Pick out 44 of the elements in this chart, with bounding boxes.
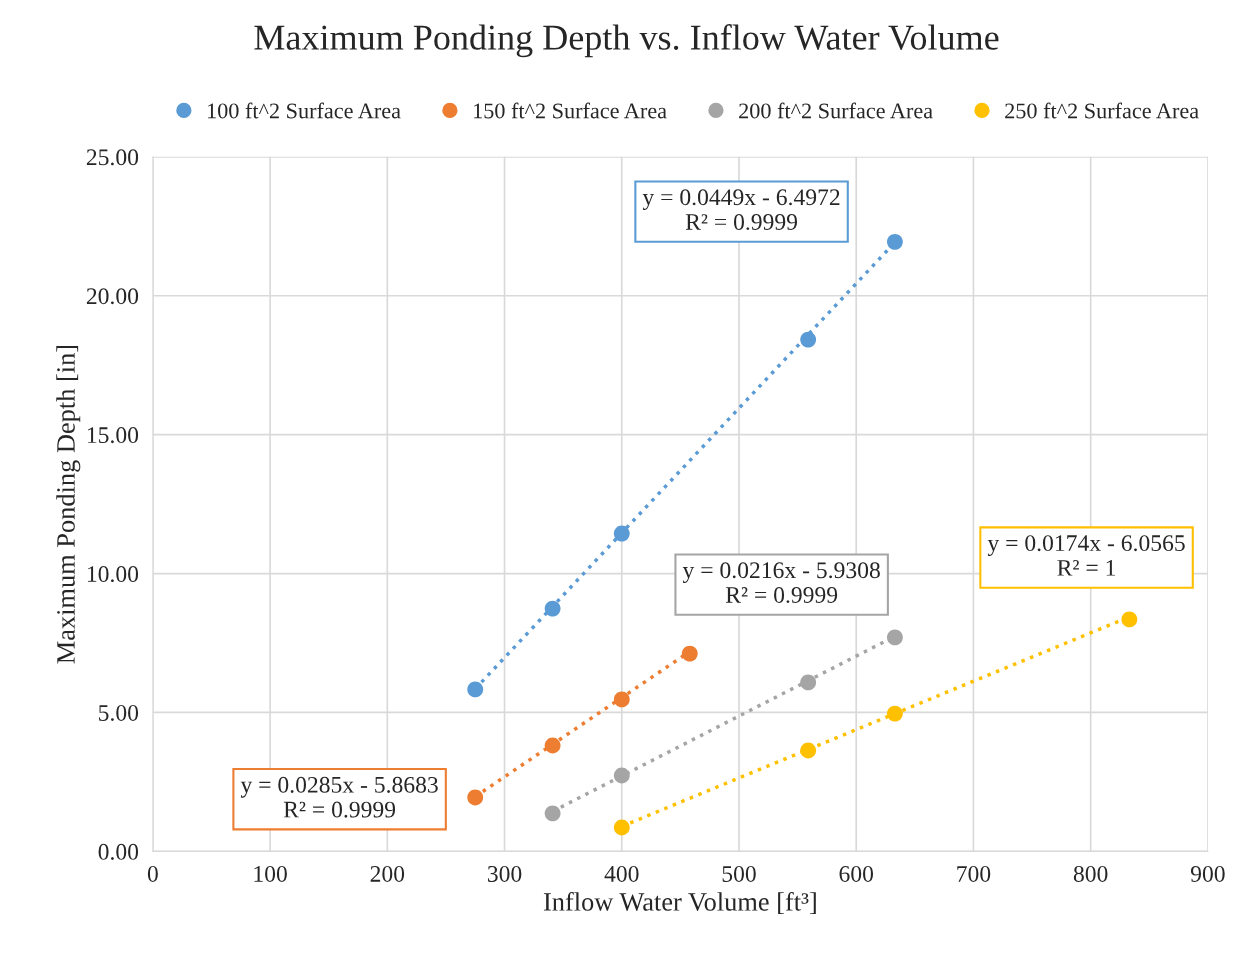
y-tick-label: 5.00 [99, 704, 139, 721]
legend-label: 150 ft^2 Surface Area [474, 102, 667, 119]
point [467, 681, 484, 698]
y-tick-label: 10.00 [87, 566, 139, 583]
legend-label: 100 ft^2 Surface Area [208, 102, 401, 119]
x-tick-label: 300 [487, 865, 522, 882]
x-axis-title: Inflow Water Volume [ft³] [543, 891, 816, 915]
y-tick-label: 20.00 [86, 288, 139, 305]
point [886, 233, 903, 250]
point [800, 331, 817, 348]
annotation: y = 0.0285x - 5.8683 R² = 0.9999 [240, 776, 438, 818]
y-axis-title: Maximum Ponding Depth [in] [56, 345, 81, 664]
point [886, 705, 903, 722]
legend-label: 250 ft^2 Surface Area [1005, 102, 1199, 119]
point [681, 645, 698, 662]
point [613, 767, 630, 784]
annotation: y = 0.0449x - 6.4972 R² = 0.9999 [642, 189, 840, 231]
point [544, 737, 561, 754]
x-tick-label: 400 [604, 865, 639, 882]
point [1121, 611, 1138, 628]
x-tick-label: 0 [147, 865, 158, 882]
point [544, 600, 561, 617]
chart-title: Maximum Ponding Depth vs. Inflow Water Volume [254, 24, 999, 58]
point [800, 674, 817, 691]
point [800, 742, 817, 759]
x-tick-label: 600 [839, 865, 874, 882]
x-tick-label: 900 [1190, 865, 1225, 882]
point [613, 525, 630, 542]
point [613, 819, 630, 836]
x-tick-label: 100 [254, 865, 287, 882]
x-tick-label: 200 [370, 865, 405, 882]
annotation: y = 0.0216x - 5.9308 R² = 0.9999 [682, 562, 880, 604]
point [544, 805, 561, 822]
y-tick-label: 0.00 [98, 843, 139, 860]
x-tick-label: 800 [1073, 865, 1108, 882]
point [886, 629, 903, 646]
y-tick-label: 25.00 [86, 149, 139, 166]
point [613, 691, 630, 708]
annotation: y = 0.0174x - 6.0565 R² = 1 [987, 535, 1185, 576]
legend-label: 200 ft^2 Surface Area [739, 102, 933, 119]
x-tick-label: 700 [957, 865, 991, 882]
y-tick-label: 15.00 [87, 427, 139, 444]
point [467, 789, 484, 806]
x-tick-label: 500 [722, 865, 756, 882]
